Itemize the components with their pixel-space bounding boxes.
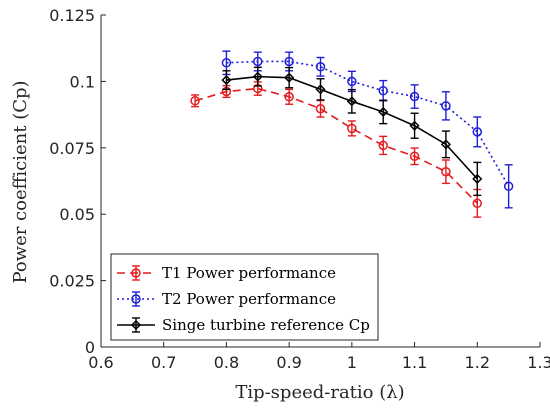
- data-point: [315, 62, 326, 72]
- data-point: [503, 181, 514, 192]
- data-point: [315, 104, 326, 114]
- data-point: [284, 56, 294, 67]
- legend-label: T2 Power performance: [162, 290, 336, 308]
- y-axis-label: Power coefficient (Cp): [10, 80, 31, 283]
- legend-label: T1 Power performance: [162, 264, 336, 282]
- legend: T1 Power performance T2 Power performance…: [110, 253, 379, 341]
- data-point: [441, 166, 451, 177]
- data-point: [347, 123, 357, 134]
- axes: 0.6 0.7 0.8 0.9 1 1.1 1.2 1.3 0 0.025 0.05 0.075 0.1…: [49, 6, 550, 372]
- data-point: [409, 91, 420, 102]
- legend-marker: [130, 319, 142, 331]
- data-point: [472, 198, 483, 209]
- data-point: [378, 106, 389, 118]
- plot-area: [190, 50, 514, 218]
- series-line: [194, 87, 478, 204]
- data-point: [378, 140, 388, 151]
- y-tick-label: 0.1: [70, 72, 95, 91]
- x-tick-label: 0.9: [276, 353, 301, 372]
- series-2: [221, 50, 514, 209]
- y-tick-label: 0: [85, 338, 95, 357]
- x-tick-label: 1.1: [402, 353, 427, 372]
- series-3: [221, 66, 483, 197]
- data-point: [409, 120, 420, 131]
- x-tick-label: 0.6: [88, 353, 113, 372]
- x-tick-label: 1.2: [465, 353, 490, 372]
- x-tick-label: 0.7: [151, 353, 176, 372]
- data-point: [253, 56, 263, 67]
- x-tick-label: 0.8: [214, 353, 239, 372]
- data-point: [347, 76, 357, 87]
- data-point: [252, 71, 263, 82]
- legend-box: [110, 253, 379, 341]
- data-point: [440, 139, 451, 150]
- x-axis-label: Tip-speed-ratio (λ): [235, 382, 404, 403]
- x-tick-label: 1.3: [527, 353, 550, 372]
- y-tick-label: 0.075: [49, 139, 95, 158]
- data-point: [284, 92, 294, 102]
- data-point: [221, 58, 232, 68]
- data-point: [409, 151, 420, 162]
- x-tick-label: 1: [347, 353, 357, 372]
- series-line: [226, 60, 510, 187]
- data-point: [221, 75, 232, 86]
- y-tick-label: 0.025: [49, 272, 95, 291]
- legend-marker: [131, 294, 141, 304]
- data-point: [284, 72, 295, 83]
- legend-item-1: T1 Power performance: [117, 264, 336, 282]
- legend-label: Singe turbine reference Cp: [162, 316, 370, 334]
- data-point: [378, 85, 388, 96]
- data-point: [190, 96, 200, 106]
- y-tick-label: 0.05: [59, 205, 95, 224]
- data-point: [346, 96, 357, 107]
- data-point: [315, 84, 326, 95]
- legend-marker: [131, 268, 141, 278]
- data-point: [441, 101, 451, 111]
- data-point: [472, 127, 483, 137]
- legend-item-2: T2 Power performance: [117, 290, 336, 308]
- y-tick-label: 0.125: [49, 6, 95, 25]
- series-1: [190, 81, 483, 218]
- legend-item-3: Singe turbine reference Cp: [117, 316, 370, 334]
- data-point: [472, 173, 483, 184]
